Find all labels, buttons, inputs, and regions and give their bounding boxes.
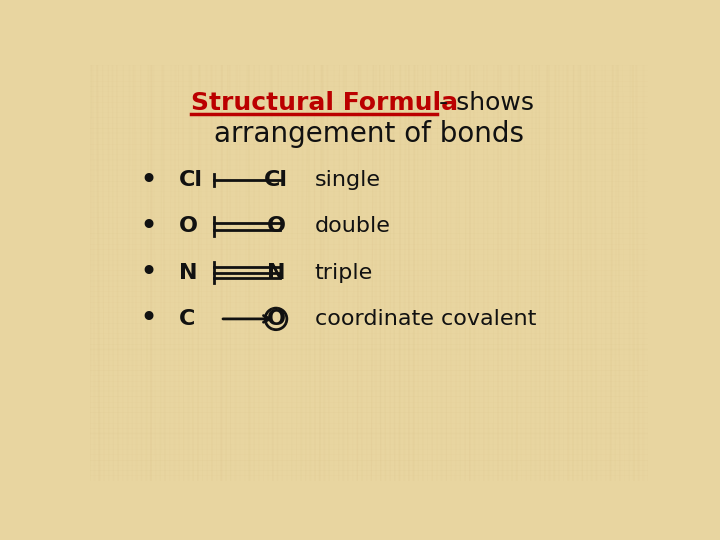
Text: N: N [179,262,197,283]
Text: Structural Formula: Structural Formula [191,91,458,116]
Text: O: O [266,217,286,237]
Text: coordinate covalent: coordinate covalent [315,309,536,329]
Text: Cl: Cl [179,170,203,190]
Text: arrangement of bonds: arrangement of bonds [214,120,524,148]
Text: double: double [315,217,391,237]
Text: C: C [179,309,196,329]
Text: •: • [139,258,157,287]
Text: •: • [139,305,157,333]
Text: •: • [139,212,157,241]
Text: - shows: - shows [438,91,534,116]
Text: •: • [139,166,157,195]
Text: O: O [179,217,198,237]
Text: O: O [266,309,286,329]
Text: single: single [315,170,381,190]
Text: triple: triple [315,262,373,283]
Text: Cl: Cl [264,170,288,190]
Text: N: N [266,262,285,283]
